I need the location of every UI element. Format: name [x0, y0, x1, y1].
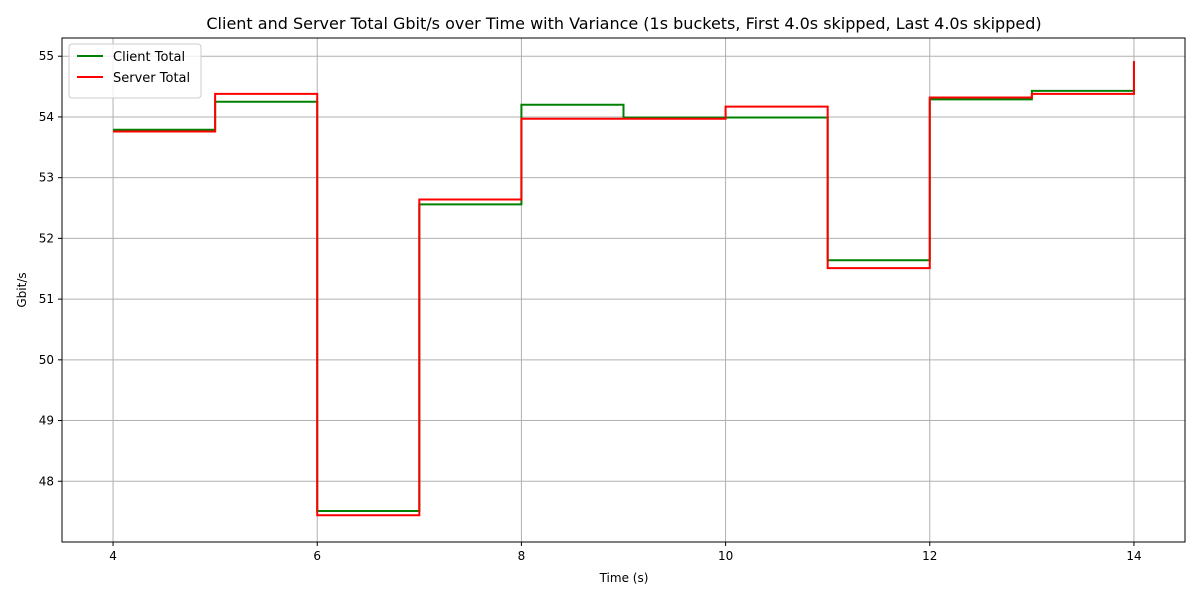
y-tick-label: 53	[39, 171, 54, 185]
legend-label: Server Total	[113, 71, 190, 86]
y-tick-label: 48	[39, 474, 54, 488]
series-line-server-total	[113, 61, 1135, 517]
x-axis-ticks: 4 6 8 10 12 14	[109, 542, 1142, 563]
y-tick-label: 54	[39, 110, 54, 124]
y-tick-label: 55	[39, 49, 54, 63]
y-tick-label: 49	[39, 414, 54, 428]
y-axis-label: Gbit/s	[15, 272, 29, 307]
legend-label: Client Total	[113, 50, 185, 65]
series-layer	[113, 61, 1135, 517]
legend-box	[68, 43, 202, 99]
plot-frame	[61, 37, 1186, 543]
x-tick-label: 10	[718, 549, 733, 563]
chart-title: Client and Server Total Gbit/s over Time…	[206, 14, 1041, 33]
legend: Client Total Server Total	[68, 43, 202, 99]
x-tick-label: 8	[518, 549, 526, 563]
y-tick-label: 52	[39, 231, 54, 245]
y-tick-label: 51	[39, 292, 54, 306]
x-tick-label: 4	[109, 549, 117, 563]
y-axis-ticks: 48 49 50 51 52 53 54 55	[39, 49, 62, 488]
y-tick-label: 50	[39, 353, 54, 367]
x-tick-label: 12	[922, 549, 937, 563]
x-tick-label: 14	[1126, 549, 1141, 563]
x-axis-label: Time (s)	[599, 571, 649, 585]
x-tick-label: 6	[313, 549, 321, 563]
